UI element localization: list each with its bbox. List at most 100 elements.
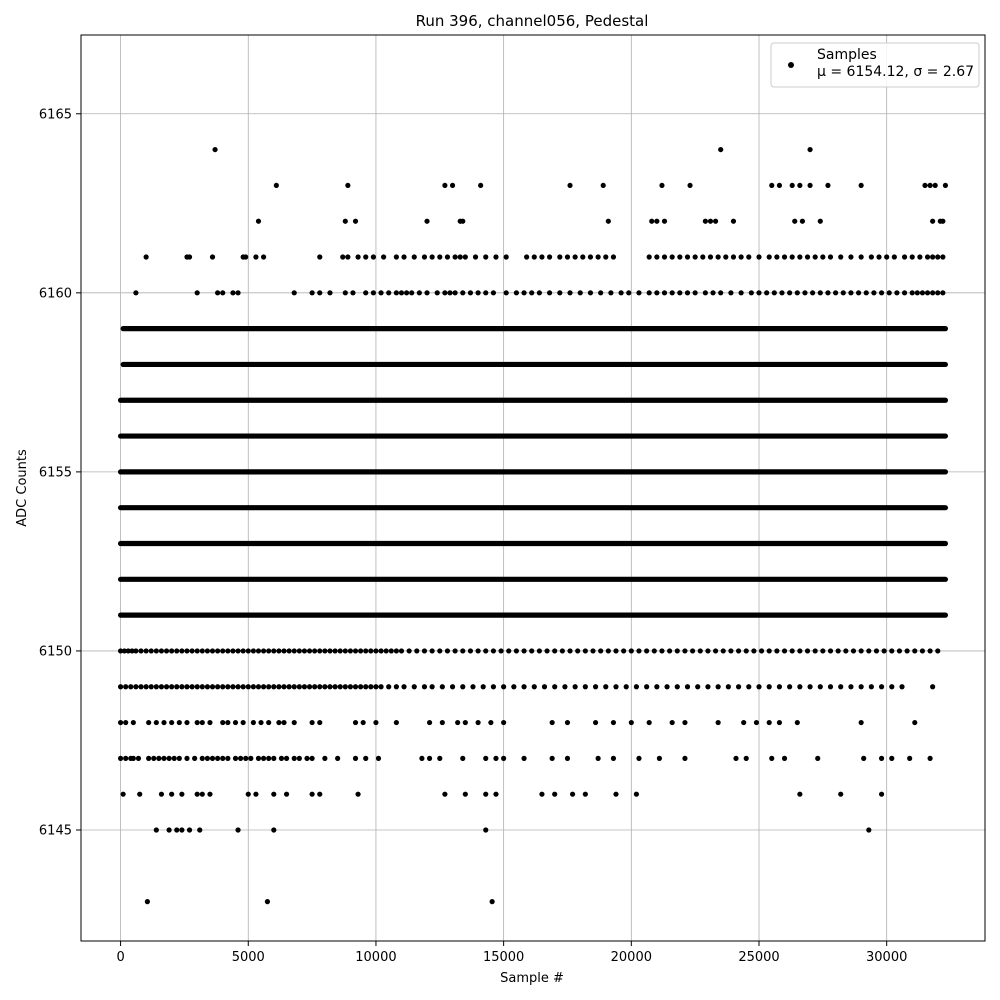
- data-point: [787, 684, 793, 690]
- data-point: [215, 755, 221, 761]
- data-point: [352, 684, 359, 690]
- data-point: [633, 684, 640, 690]
- data-point: [633, 791, 640, 797]
- data-point: [475, 290, 481, 296]
- data-point: [240, 684, 246, 690]
- data-point: [411, 684, 417, 690]
- data-point: [889, 648, 895, 654]
- data-point: [434, 290, 440, 296]
- data-point: [825, 182, 831, 189]
- axis-ticks: 0 5000 10000 15000 20000 25000 30000 6145 6150 61…: [39, 107, 907, 965]
- data-point: [595, 254, 601, 260]
- data-point: [174, 648, 180, 654]
- data-point: [582, 684, 588, 690]
- data-point: [756, 254, 762, 260]
- data-point: [209, 648, 216, 654]
- data-point: [184, 648, 190, 654]
- data-point: [204, 684, 211, 690]
- data-point: [922, 182, 928, 189]
- data-point: [489, 899, 495, 905]
- data-point: [659, 182, 665, 189]
- data-point: [123, 755, 129, 761]
- data-point: [932, 182, 938, 189]
- data-point: [592, 719, 599, 726]
- data-point: [245, 648, 251, 654]
- data-point: [804, 254, 811, 260]
- data-point: [580, 254, 586, 260]
- data-point: [480, 684, 486, 690]
- data-point: [199, 791, 205, 797]
- data-point: [312, 684, 318, 690]
- data-point: [557, 290, 563, 296]
- data-point: [718, 290, 724, 296]
- data-point: [462, 791, 468, 797]
- chart-title: Run 396, channel056, Pedestal: [416, 12, 649, 30]
- x-tick-label: 0: [116, 950, 124, 965]
- data-point: [715, 719, 721, 726]
- data-point: [291, 719, 297, 726]
- data-point: [363, 648, 369, 654]
- data-point: [781, 648, 788, 654]
- data-point: [935, 648, 941, 654]
- data-point: [569, 791, 576, 797]
- data-point: [753, 719, 760, 726]
- data-point: [815, 755, 821, 761]
- data-point: [812, 254, 818, 260]
- data-point: [503, 290, 509, 296]
- data-point: [194, 791, 200, 797]
- data-point: [117, 648, 124, 654]
- data-point: [636, 648, 642, 654]
- data-point: [935, 254, 941, 260]
- data-point: [281, 648, 287, 654]
- data-point: [424, 218, 430, 224]
- data-point: [930, 218, 936, 224]
- data-point: [373, 684, 379, 690]
- y-axis-label: ADC Counts: [15, 449, 30, 527]
- data-point: [802, 290, 808, 296]
- data-point: [309, 791, 315, 797]
- y-tick-label: 6165: [39, 107, 72, 122]
- data-point: [756, 290, 762, 296]
- data-point: [524, 254, 530, 260]
- data-point: [437, 648, 443, 654]
- y-tick-label: 6145: [39, 823, 72, 838]
- data-point: [605, 218, 611, 224]
- data-point: [511, 684, 517, 690]
- data-point: [889, 755, 895, 761]
- data-point: [238, 755, 244, 761]
- data-point: [439, 684, 445, 690]
- data-point: [144, 899, 150, 905]
- data-point: [192, 755, 198, 761]
- data-point: [613, 791, 619, 797]
- data-point: [220, 648, 226, 654]
- data-point: [610, 254, 617, 260]
- data-point: [378, 684, 384, 690]
- data-point: [889, 684, 895, 690]
- data-point: [536, 290, 542, 296]
- data-point: [449, 182, 456, 189]
- data-point: [827, 648, 834, 654]
- data-point: [176, 755, 182, 761]
- data-point: [158, 791, 165, 797]
- data-point: [442, 791, 448, 797]
- data-point: [843, 648, 849, 654]
- data-point: [439, 719, 445, 726]
- data-point: [682, 719, 688, 726]
- data-point: [421, 254, 428, 260]
- data-point: [406, 648, 412, 654]
- data-point: [278, 755, 285, 761]
- data-point: [306, 684, 313, 690]
- data-point: [207, 791, 213, 797]
- data-point: [416, 290, 422, 296]
- data-point: [117, 755, 124, 761]
- data-point: [462, 719, 468, 726]
- data-point: [342, 218, 348, 224]
- data-point: [363, 254, 369, 260]
- data-point: [342, 290, 348, 296]
- data-point: [623, 684, 629, 690]
- data-point: [199, 719, 205, 726]
- data-point: [751, 648, 757, 654]
- data-point: [133, 684, 139, 690]
- data-point: [266, 684, 272, 690]
- data-point: [243, 755, 249, 761]
